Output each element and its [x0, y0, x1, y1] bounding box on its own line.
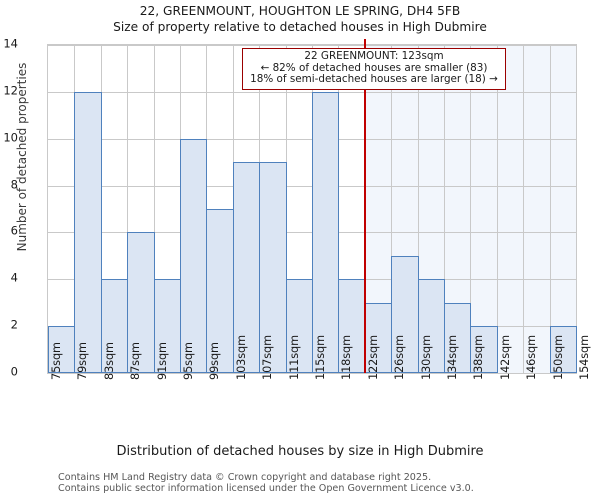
histogram-bar [127, 232, 155, 373]
plot-area [47, 39, 577, 374]
y-axis-tick-label: 6 [10, 223, 18, 238]
callout-line-title: 22 GREENMOUNT: 123sqm [304, 50, 444, 62]
histogram-bar [312, 92, 339, 373]
x-axis-tick-label: 150sqm [551, 334, 565, 380]
histogram-bar [259, 162, 287, 373]
x-axis-tick-label: 154sqm [578, 334, 591, 380]
gridline-vertical [523, 45, 524, 373]
y-axis-label: Number of detached properties [15, 62, 29, 252]
histogram-bar [550, 326, 577, 373]
attribution-footer: Contains HM Land Registry data © Crown c… [58, 472, 578, 494]
x-axis-tick-label: 146sqm [525, 334, 539, 380]
histogram-bar [418, 279, 445, 373]
footer-line-2: Contains public sector information licen… [58, 483, 474, 494]
x-axis-tick-label: 130sqm [419, 334, 433, 380]
y-axis-tick-label: 8 [10, 176, 18, 191]
page-title: 22, GREENMOUNT, HOUGHTON LE SPRING, DH4 … [139, 4, 461, 18]
x-axis-tick-label: 118sqm [340, 334, 354, 380]
page-subtitle: Size of property relative to detached ho… [113, 20, 487, 34]
x-axis-tick-label: 122sqm [366, 334, 380, 380]
callout-line-larger: 18% of semi-detached houses are larger (… [250, 73, 498, 86]
x-axis-tick-label: 126sqm [393, 334, 407, 380]
histogram-bar [74, 92, 102, 373]
x-axis-tick-label: 107sqm [261, 334, 275, 380]
y-axis-tick-label: 10 [3, 129, 18, 144]
chart-title-block: 22, GREENMOUNT, HOUGHTON LE SPRING, DH4 … [0, 3, 600, 36]
histogram-bar [470, 326, 498, 373]
gridline-vertical [497, 45, 498, 373]
y-axis-tick-label: 0 [10, 364, 18, 379]
x-axis-tick-label: 79sqm [76, 342, 90, 380]
histogram-bar [338, 279, 366, 373]
x-axis-tick-label: 87sqm [129, 342, 143, 380]
x-axis-tick-label: 99sqm [208, 342, 222, 380]
x-axis-tick-label: 103sqm [234, 334, 248, 380]
histogram-bar [180, 139, 207, 373]
y-axis-tick-label: 12 [3, 83, 18, 98]
gridline-vertical [391, 45, 392, 373]
x-axis-tick-label: 95sqm [182, 342, 195, 380]
gridline-vertical [418, 45, 419, 373]
x-axis-tick-label: 115sqm [314, 334, 327, 380]
x-axis-tick-label: 111sqm [287, 334, 301, 380]
gridline-vertical [154, 45, 155, 373]
subject-property-marker-line [364, 39, 366, 373]
y-axis-tick-label: 14 [3, 36, 18, 51]
x-axis-tick-label: 138sqm [472, 334, 486, 380]
gridline-vertical [444, 45, 445, 373]
histogram-bar [444, 303, 471, 373]
y-axis-tick-label: 4 [10, 270, 18, 285]
x-axis-label: Distribution of detached houses by size … [116, 444, 484, 459]
gridline-horizontal [48, 45, 576, 46]
footer-line-1: Contains HM Land Registry data © Crown c… [58, 472, 432, 483]
y-axis-tick-label: 2 [10, 317, 18, 332]
callout-line-smaller: ← 82% of detached houses are smaller (83… [260, 61, 488, 74]
gridline-vertical [470, 45, 471, 373]
histogram-bar [286, 279, 313, 373]
x-axis-tick-label: 91sqm [155, 342, 169, 380]
gridline-vertical [550, 45, 551, 373]
x-axis-tick-label: 75sqm [50, 342, 63, 380]
x-axis-tick-label: 142sqm [498, 334, 512, 380]
property-annotation-callout: 22 GREENMOUNT: 123sqm ← 82% of detached … [242, 48, 506, 90]
gridline-vertical [127, 45, 128, 373]
x-axis-tick-label: 83sqm [102, 342, 116, 380]
x-axis-tick-label: 134sqm [446, 334, 459, 380]
